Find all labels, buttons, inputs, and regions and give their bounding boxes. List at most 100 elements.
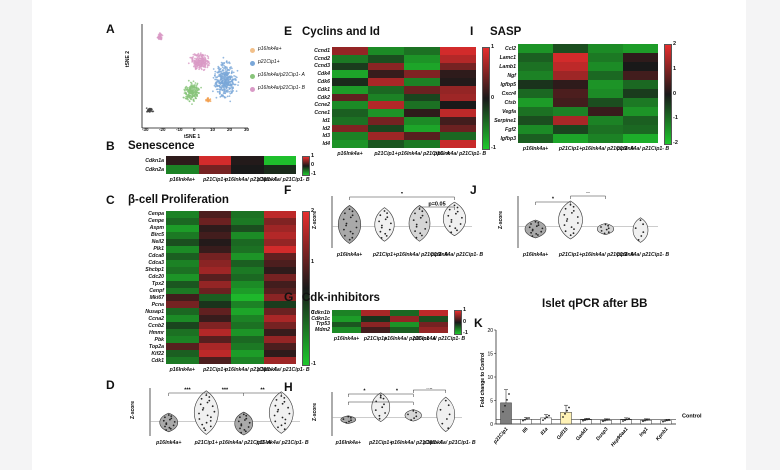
violin-point [390, 222, 392, 225]
tsne-point [207, 63, 209, 66]
violin-svg: Z-score*** *** ** [130, 388, 300, 436]
heatmap-cell [231, 343, 264, 351]
violin-point [448, 208, 451, 211]
violin-point [345, 421, 348, 424]
bar [580, 419, 592, 425]
tsne-point [232, 78, 234, 80]
tsne-point [226, 79, 229, 82]
heatmap-cell [166, 357, 199, 365]
bar-category-label: Dusp3 [595, 426, 610, 442]
heatmap-cell [518, 44, 554, 54]
violin-point [383, 210, 386, 212]
violin-point [450, 221, 453, 223]
violin-group-label: p16Ink4a/ p21Cip1- A [582, 252, 634, 258]
violin-point [450, 219, 453, 221]
tsne-x-tick: 10 [210, 127, 216, 132]
bar-point [562, 416, 564, 418]
violin-group-label: p21Cip1+ [194, 440, 218, 446]
tsne-point [196, 62, 199, 64]
heatmap-cell [440, 124, 477, 133]
heatmap-cell [623, 80, 659, 90]
heatmap-cell [166, 308, 199, 316]
tsne-point [148, 111, 151, 113]
tsne-point [221, 89, 224, 91]
heatmap-cell [588, 80, 624, 90]
tsne-point [213, 74, 216, 77]
tsne-point [203, 68, 206, 71]
tsne-point [229, 100, 232, 103]
heatmap-cell [553, 125, 589, 135]
heatmap-cell [166, 322, 199, 330]
heatmap-scale-tick: 1 [311, 259, 315, 265]
violin-group-label: p21Cip1+ [558, 252, 583, 258]
heatmap-cell [404, 85, 441, 94]
heatmap-cell [623, 107, 659, 117]
tsne-point [185, 97, 188, 100]
violin-shape [374, 207, 395, 242]
violin-point [607, 231, 610, 234]
tsne-point [223, 96, 226, 99]
heatmap-cell [198, 336, 232, 344]
heatmap-row-label: Cdkn1c [311, 315, 330, 322]
heatmap-cell [623, 98, 659, 108]
violin-point [378, 417, 381, 420]
panel-i-title: SASP [490, 26, 522, 38]
heatmap-cell [166, 301, 199, 309]
violin-point [348, 208, 351, 211]
heatmap-cell [419, 327, 449, 334]
heatmap-cell [166, 315, 199, 323]
heatmap-row-label: Id4 [322, 141, 331, 148]
tsne-point [223, 83, 225, 86]
heatmap-cell [404, 93, 441, 102]
heatmap-row-label: Igfbp5 [500, 81, 516, 88]
heatmap-scale-tick: 2 [673, 41, 677, 47]
significance-label: ** [260, 388, 265, 394]
significance-bracket [348, 401, 414, 405]
heatmap-cell [166, 336, 199, 344]
tsne-point [192, 89, 194, 92]
heatmap-cell [263, 308, 297, 316]
heatmap-cell [518, 116, 554, 126]
heatmap-cell [440, 116, 477, 126]
violin-point [565, 220, 568, 222]
violin-point [528, 226, 531, 229]
tsne-point [186, 86, 189, 89]
heatmap-row-label: Ccnd2 [314, 55, 330, 62]
violin-point [243, 429, 246, 431]
violin-point [569, 234, 572, 237]
tsne-point [222, 85, 224, 87]
significance-label: * [363, 389, 366, 395]
heatmap-cell [231, 252, 264, 261]
heatmap-cell [263, 301, 297, 309]
violin-point [277, 426, 279, 429]
tsne-legend-label: p16Ink4a/p21Cip1- B [258, 85, 305, 91]
heatmap-row-label: Lamc1 [499, 54, 516, 61]
heatmap-cell [518, 53, 554, 63]
bar-category-label: Il1a [540, 426, 550, 436]
tsne-point [185, 88, 187, 91]
violin-svg: Z-score*** [498, 192, 658, 248]
figure-card: A tSNE 2 tSNE 1 -30 -20 -10 0 10 20 30 p16Ink4… [32, 0, 746, 470]
tsne-point [222, 69, 225, 72]
heatmap-row-label: Ccl2 [505, 45, 516, 52]
tsne-point [146, 109, 149, 112]
violin-point [439, 408, 442, 411]
heatmap-cell [368, 124, 405, 133]
tsne-point [226, 69, 229, 71]
tsne-point [200, 65, 203, 68]
tsne-point [189, 97, 192, 100]
panel-k-title: Islet qPCR after BB [542, 298, 648, 310]
significance-bracket [535, 201, 571, 205]
heatmap-cell [263, 322, 297, 330]
tsne-point [150, 108, 153, 111]
violin-point [530, 231, 532, 234]
significance-bracket [570, 195, 606, 199]
heatmap-cell [198, 357, 232, 365]
heatmap-cell [553, 71, 589, 81]
tsne-point [204, 61, 207, 63]
heatmap-cell [263, 165, 297, 175]
tsne-point [186, 94, 188, 96]
heatmap-cell [231, 156, 264, 166]
heatmap-cell [623, 44, 659, 54]
heatmap-scale-tick: 0 [673, 90, 677, 97]
